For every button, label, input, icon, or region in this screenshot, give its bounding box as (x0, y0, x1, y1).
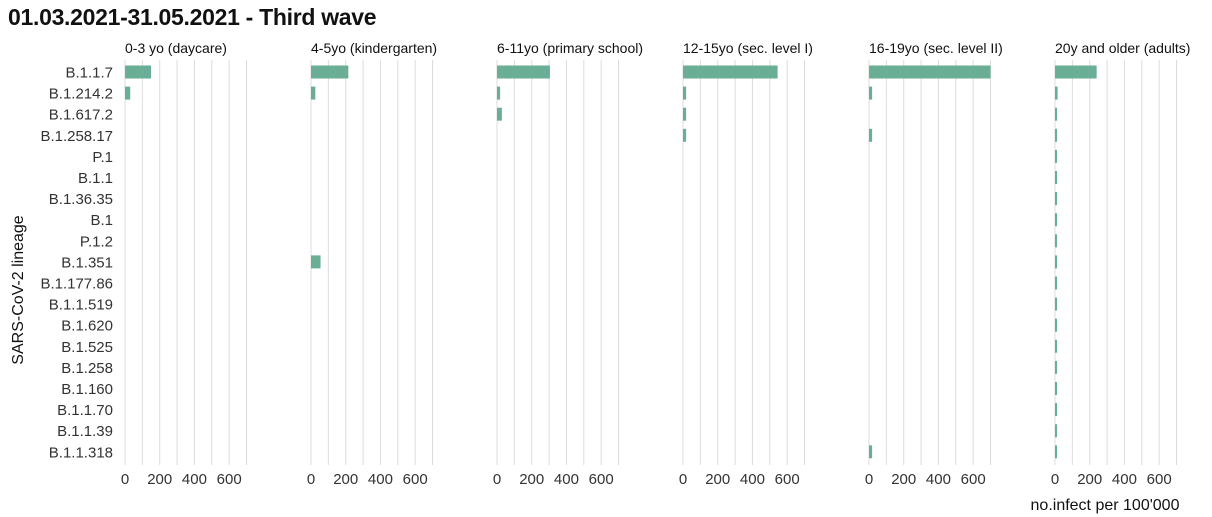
bar (1055, 107, 1057, 121)
bar (869, 86, 873, 100)
category-label: B.1.258.17 (40, 128, 113, 145)
bar (311, 65, 349, 79)
bar (869, 65, 991, 79)
category-label: B.1.36.35 (49, 191, 113, 208)
bar (125, 86, 131, 100)
category-label: B.1.1.7 (65, 65, 113, 82)
x-tick-label: 600 (217, 471, 242, 488)
x-tick-label: 600 (589, 471, 614, 488)
x-tick-label: 600 (775, 471, 800, 488)
bar (125, 65, 152, 79)
bar (1055, 403, 1057, 417)
category-label: B.1.1 (78, 170, 113, 187)
x-tick-label: 600 (403, 471, 428, 488)
x-tick-label: 0 (307, 471, 315, 488)
x-tick-label: 200 (147, 471, 172, 488)
x-tick-label: 200 (333, 471, 358, 488)
y-axis-title: SARS-CoV-2 lineage (10, 215, 27, 365)
x-tick-label: 200 (1077, 471, 1102, 488)
facet-label: 4-5yo (kindergarten) (311, 40, 437, 56)
bar (1055, 382, 1057, 395)
x-tick-label: 200 (519, 471, 544, 488)
x-tick-label: 0 (121, 471, 129, 488)
category-label: B.1.160 (61, 381, 113, 398)
bar (1055, 213, 1057, 227)
facet-label: 0-3 yo (daycare) (125, 40, 227, 56)
x-tick-label: 400 (182, 471, 207, 488)
category-label: B.1.525 (61, 339, 113, 356)
facet-label: 6-11yo (primary school) (497, 40, 643, 56)
category-label: B.1.620 (61, 318, 113, 335)
facet-label: 20y and older (adults) (1055, 40, 1190, 56)
bar (1055, 86, 1058, 100)
bar (1055, 445, 1057, 459)
category-label: B.1.351 (61, 254, 113, 271)
bar (1055, 149, 1057, 163)
bar (1055, 276, 1057, 290)
bar (1055, 192, 1057, 206)
category-label: B.1.1.39 (57, 423, 113, 440)
bar (1055, 171, 1057, 184)
bar (1055, 65, 1097, 79)
bar (1055, 255, 1057, 269)
bar (869, 445, 873, 459)
category-label: B.1.214.2 (49, 86, 113, 103)
facet-label: 12-15yo (sec. level I) (683, 40, 813, 56)
bar (683, 86, 687, 100)
x-axis-title: no.infect per 100'000 (1031, 497, 1180, 514)
x-tick-label: 400 (368, 471, 393, 488)
category-label: B.1.1.519 (49, 297, 113, 314)
bar (1055, 128, 1057, 142)
x-tick-label: 200 (705, 471, 730, 488)
category-label: P.1.2 (80, 233, 113, 250)
bar (683, 65, 778, 79)
category-label: P.1 (92, 149, 113, 166)
x-tick-label: 400 (740, 471, 765, 488)
bar (1055, 318, 1057, 332)
category-label: B.1.177.86 (40, 276, 113, 293)
facet-label: 16-19yo (sec. level II) (869, 40, 1003, 56)
bar (497, 86, 501, 100)
category-label: B.1.1.70 (57, 402, 113, 419)
bar (1055, 297, 1057, 311)
bar (1055, 424, 1057, 438)
x-tick-label: 400 (926, 471, 951, 488)
bar (869, 128, 873, 142)
category-label: B.1.258 (61, 360, 113, 377)
category-label: B.1 (90, 212, 113, 229)
category-label: B.1.617.2 (49, 107, 113, 124)
x-tick-label: 600 (961, 471, 986, 488)
bar (683, 128, 687, 142)
bar (1055, 360, 1057, 374)
bar (683, 107, 687, 121)
chart-title: 01.03.2021-31.05.2021 - Third wave (8, 4, 377, 30)
x-tick-label: 200 (891, 471, 916, 488)
bar (497, 65, 550, 79)
x-tick-label: 0 (493, 471, 501, 488)
bar (311, 255, 321, 269)
bar (311, 86, 316, 100)
x-tick-label: 0 (1051, 471, 1059, 488)
bar (1055, 339, 1057, 353)
bar (497, 107, 502, 121)
x-tick-label: 0 (679, 471, 687, 488)
x-tick-label: 0 (865, 471, 873, 488)
x-tick-label: 600 (1147, 471, 1172, 488)
x-tick-label: 400 (554, 471, 579, 488)
x-tick-label: 400 (1112, 471, 1137, 488)
bar (1055, 234, 1057, 248)
category-label: B.1.1.318 (49, 444, 113, 461)
